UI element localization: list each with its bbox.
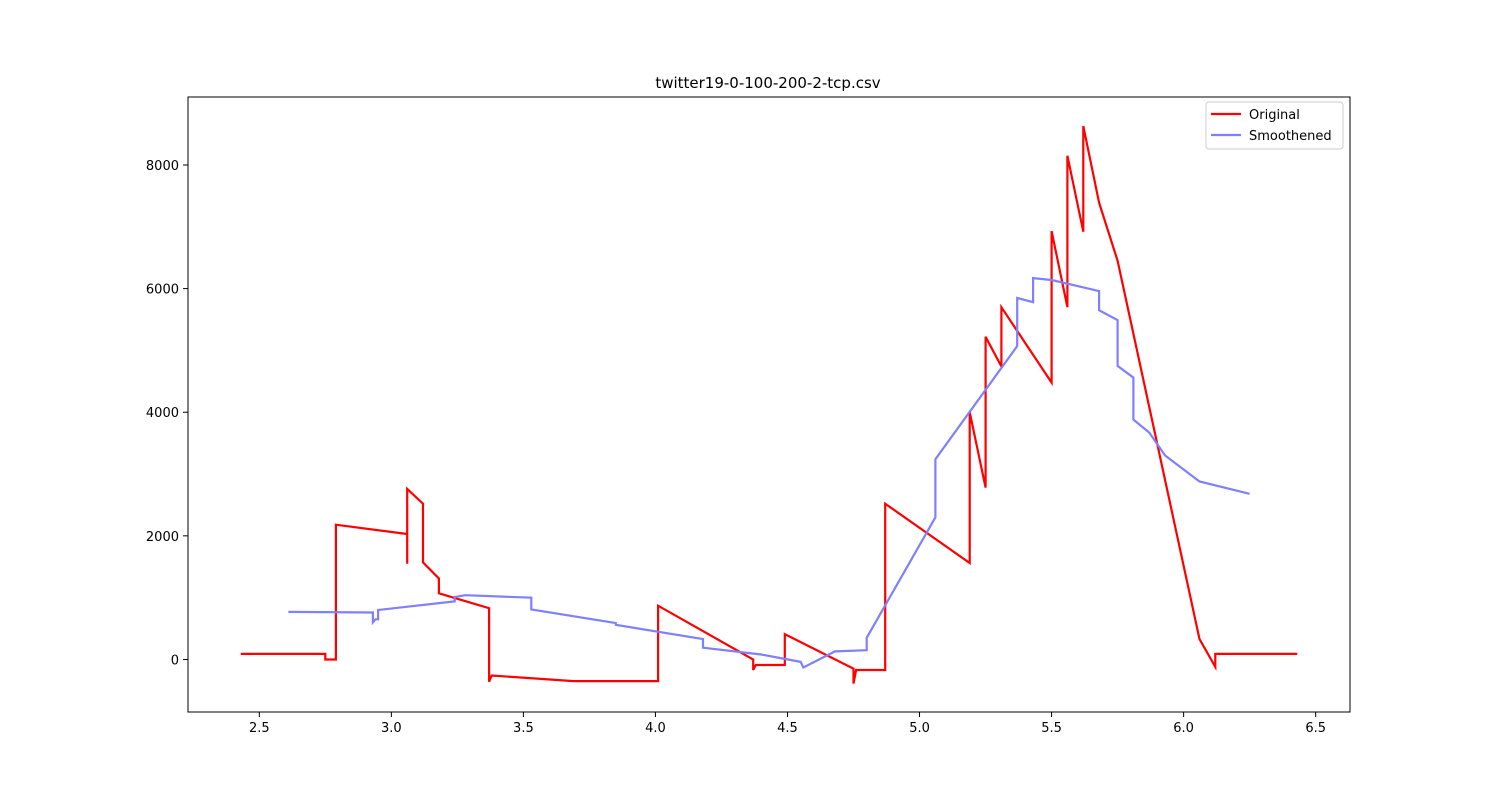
x-tick-label: 3.5 bbox=[513, 721, 534, 736]
x-tick-label: 5.0 bbox=[909, 721, 930, 736]
y-tick-label: 6000 bbox=[146, 283, 179, 298]
y-tick-label: 2000 bbox=[146, 530, 179, 545]
series-line-smoothened bbox=[288, 276, 1250, 669]
legend: Original Smoothened bbox=[1205, 101, 1344, 150]
y-tick-label: 8000 bbox=[146, 159, 179, 174]
plot-frame bbox=[187, 96, 1351, 713]
x-tick-label: 5.5 bbox=[1041, 721, 1062, 736]
plot-area bbox=[187, 96, 1351, 713]
y-tick-label: 0 bbox=[171, 653, 179, 668]
x-tick-label: 6.0 bbox=[1173, 721, 1194, 736]
series-line-original bbox=[240, 125, 1298, 684]
x-tick-label: 4.0 bbox=[645, 721, 666, 736]
legend-label-smoothened: Smoothened bbox=[1249, 129, 1332, 144]
x-axis: 2.5 3.0 3.5 4.0 4.5 5.0 5.5 6.0 6.5 bbox=[249, 712, 1326, 736]
chart-title: twitter19-0-100-200-2-tcp.csv bbox=[655, 74, 880, 92]
x-tick-label: 2.5 bbox=[249, 721, 270, 736]
x-tick-label: 3.0 bbox=[381, 721, 402, 736]
x-tick-label: 4.5 bbox=[777, 721, 798, 736]
x-tick-label: 6.5 bbox=[1305, 721, 1326, 736]
y-tick-label: 4000 bbox=[146, 406, 179, 421]
y-axis: 0 2000 4000 6000 8000 bbox=[146, 159, 188, 668]
legend-label-original: Original bbox=[1249, 108, 1300, 123]
